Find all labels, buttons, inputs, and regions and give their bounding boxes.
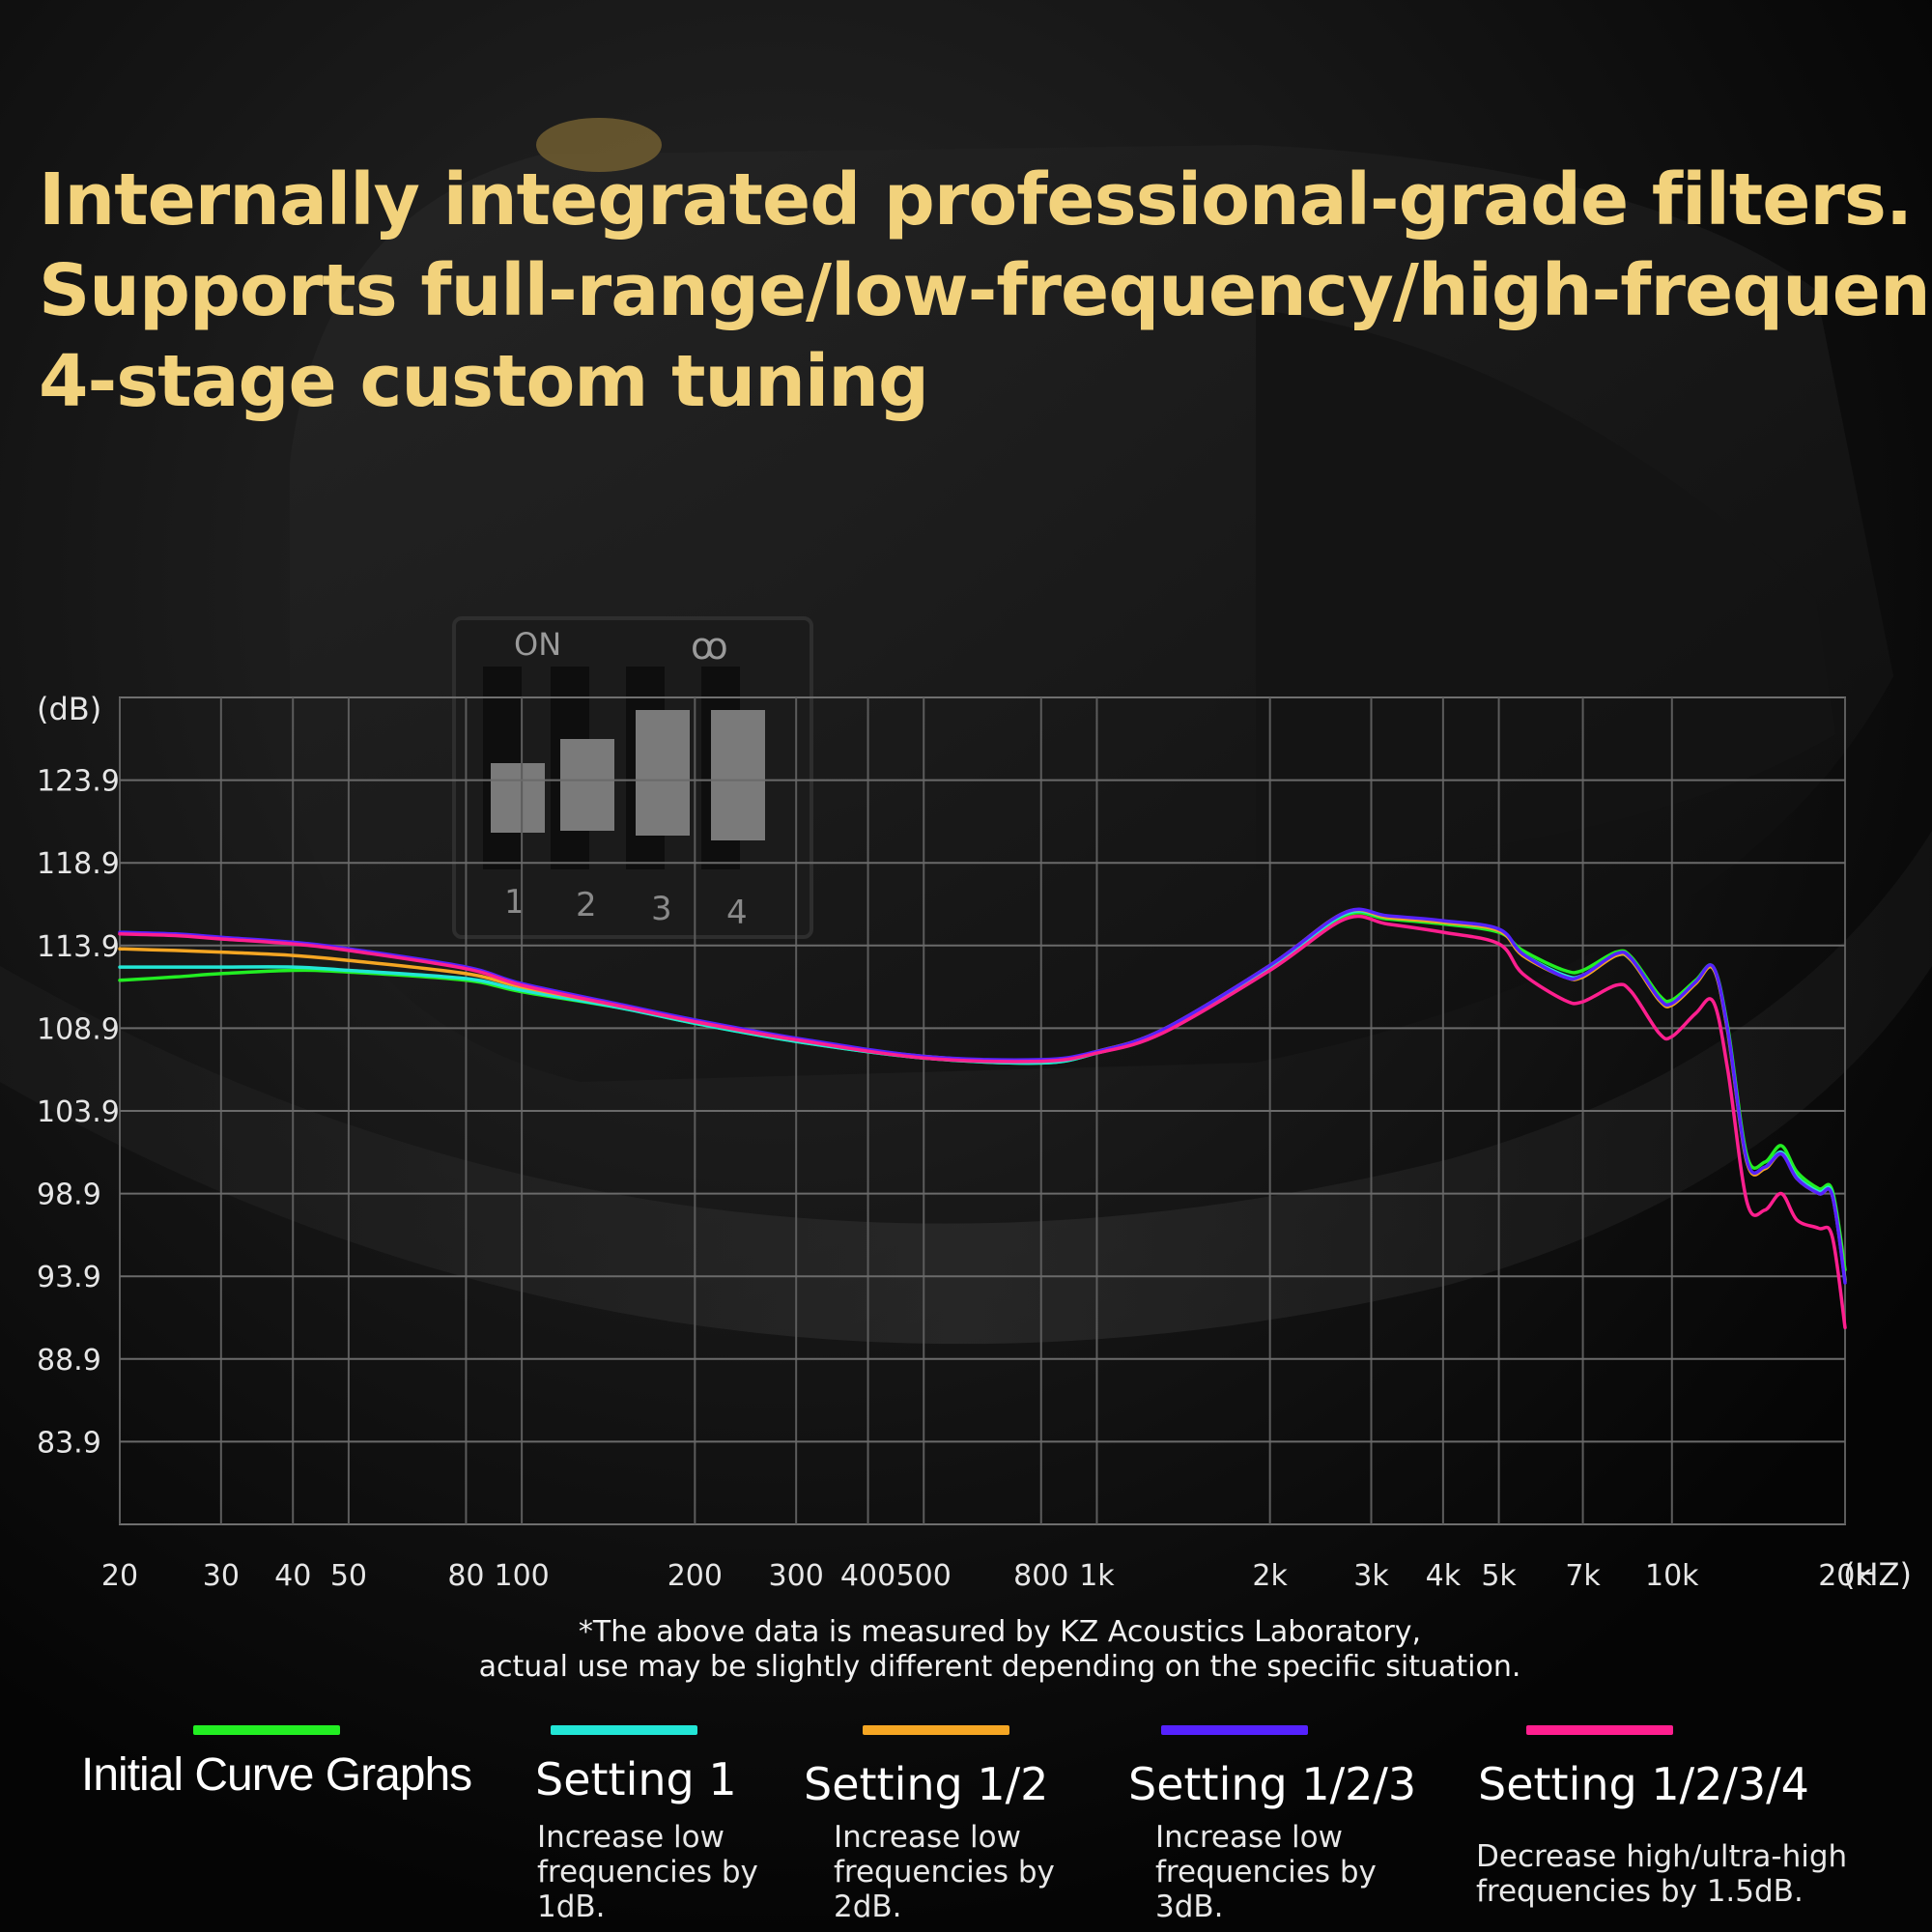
series-line-3 [118, 907, 1847, 1284]
chart-grid [119, 696, 1846, 1525]
y-tick-label: 83.9 [37, 1426, 101, 1460]
x-axis-ticks: 20 30 40 50 80 100 200 300 400 500 800 1k 2k 3k 4k 5k 7k… [101, 1559, 1872, 1593]
footnote-line-1: *The above data is measured by KZ Acoust… [578, 1615, 1422, 1649]
y-tick-label: 123.9 [37, 765, 120, 799]
y-tick-label: 88.9 [37, 1344, 101, 1378]
dip-switch-2 [560, 739, 614, 831]
dip-switch-4 [711, 710, 765, 840]
x-tick-label: 10k [1645, 1559, 1699, 1593]
x-tick-label: 7k [1565, 1559, 1601, 1593]
dip-on-label: ON [514, 626, 561, 663]
headline-line-2: Supports full-range/low-frequency/high-f… [39, 249, 1932, 332]
footnote-line-2: actual use may be slightly different dep… [478, 1650, 1521, 1684]
legend-swatch-initial [193, 1725, 340, 1735]
x-axis-unit: (HZ) [1843, 1556, 1912, 1593]
x-tick-label: 2k [1252, 1559, 1288, 1593]
earphone-nozzle [1256, 309, 1835, 869]
legend-swatch-setting-1-2-3-4 [1526, 1725, 1673, 1735]
dip-number-1: 1 [504, 883, 526, 922]
x-tick-label: 500 [896, 1559, 952, 1593]
x-tick-label: 400 [840, 1559, 895, 1593]
x-tick-label: 100 [494, 1559, 549, 1593]
legend-swatch-setting-1 [551, 1725, 697, 1735]
series-line-1 [118, 911, 1847, 1272]
x-tick-label: 4k [1426, 1559, 1462, 1593]
legend-label-initial: Initial Curve Graphs [81, 1749, 472, 1801]
legend-swatch-setting-1-2-3 [1161, 1725, 1308, 1735]
legend-desc-setting-1-2: Increase low frequencies by 2dB. [834, 1820, 1055, 1924]
legend-swatch-setting-1-2 [863, 1725, 1009, 1735]
legend-desc-setting-1-2-3-4: Decrease high/ultra-high frequencies by … [1476, 1839, 1848, 1909]
y-axis-unit: (dB) [37, 691, 101, 727]
dip-number-2: 2 [576, 886, 597, 924]
legend-label-setting-1-2-3-4: Setting 1/2/3/4 [1478, 1758, 1809, 1810]
x-tick-label: 20 [101, 1559, 138, 1593]
legend-label-setting-1-2: Setting 1/2 [804, 1758, 1049, 1810]
dip-number-4: 4 [726, 894, 748, 932]
x-tick-label: 50 [330, 1559, 367, 1593]
y-tick-label: 93.9 [37, 1261, 101, 1294]
x-tick-label: 800 [1013, 1559, 1068, 1593]
dip-switch-1 [491, 763, 545, 833]
x-tick-label: 30 [203, 1559, 240, 1593]
dip-number-3: 3 [651, 890, 672, 928]
x-tick-label: 5k [1481, 1559, 1517, 1593]
measurement-footnote: *The above data is measured by KZ Acoust… [0, 1615, 1932, 1685]
y-tick-label: 103.9 [37, 1095, 120, 1129]
legend-label-setting-1: Setting 1 [535, 1753, 737, 1805]
headline: Internally integrated professional-grade… [39, 155, 1932, 427]
x-tick-label: 200 [668, 1559, 723, 1593]
headline-line-3: 4-stage custom tuning [39, 340, 929, 423]
series-line-2 [118, 909, 1847, 1282]
x-tick-label: 40 [274, 1559, 311, 1593]
legend-desc-setting-1-2-3: Increase low frequencies by 3dB. [1155, 1820, 1377, 1924]
x-tick-label: 80 [447, 1559, 484, 1593]
headline-line-1: Internally integrated professional-grade… [39, 158, 1913, 242]
brand-logo: ꝏ [691, 625, 728, 668]
legend-label-setting-1-2-3: Setting 1/2/3 [1128, 1758, 1417, 1810]
series-line-5 [118, 914, 1847, 1330]
cable-arc [0, 831, 1932, 1345]
x-tick-label: 20k [1818, 1559, 1872, 1593]
x-tick-label: 1k [1079, 1559, 1115, 1593]
x-tick-label: 3k [1353, 1559, 1389, 1593]
chart-series [118, 907, 1847, 1330]
y-axis-ticks: 123.9 118.9 113.9 108.9 103.9 98.9 93.9 88.9 83.… [37, 765, 120, 1461]
gold-vent [536, 118, 662, 172]
series-line-4 [118, 907, 1847, 1285]
y-tick-label: 113.9 [37, 930, 120, 964]
y-tick-label: 108.9 [37, 1012, 120, 1046]
x-tick-label: 300 [769, 1559, 824, 1593]
y-tick-label: 98.9 [37, 1179, 101, 1212]
legend-desc-setting-1: Increase low frequencies by 1dB. [537, 1820, 758, 1924]
dip-switch-3 [636, 710, 690, 836]
y-tick-label: 118.9 [37, 847, 120, 881]
